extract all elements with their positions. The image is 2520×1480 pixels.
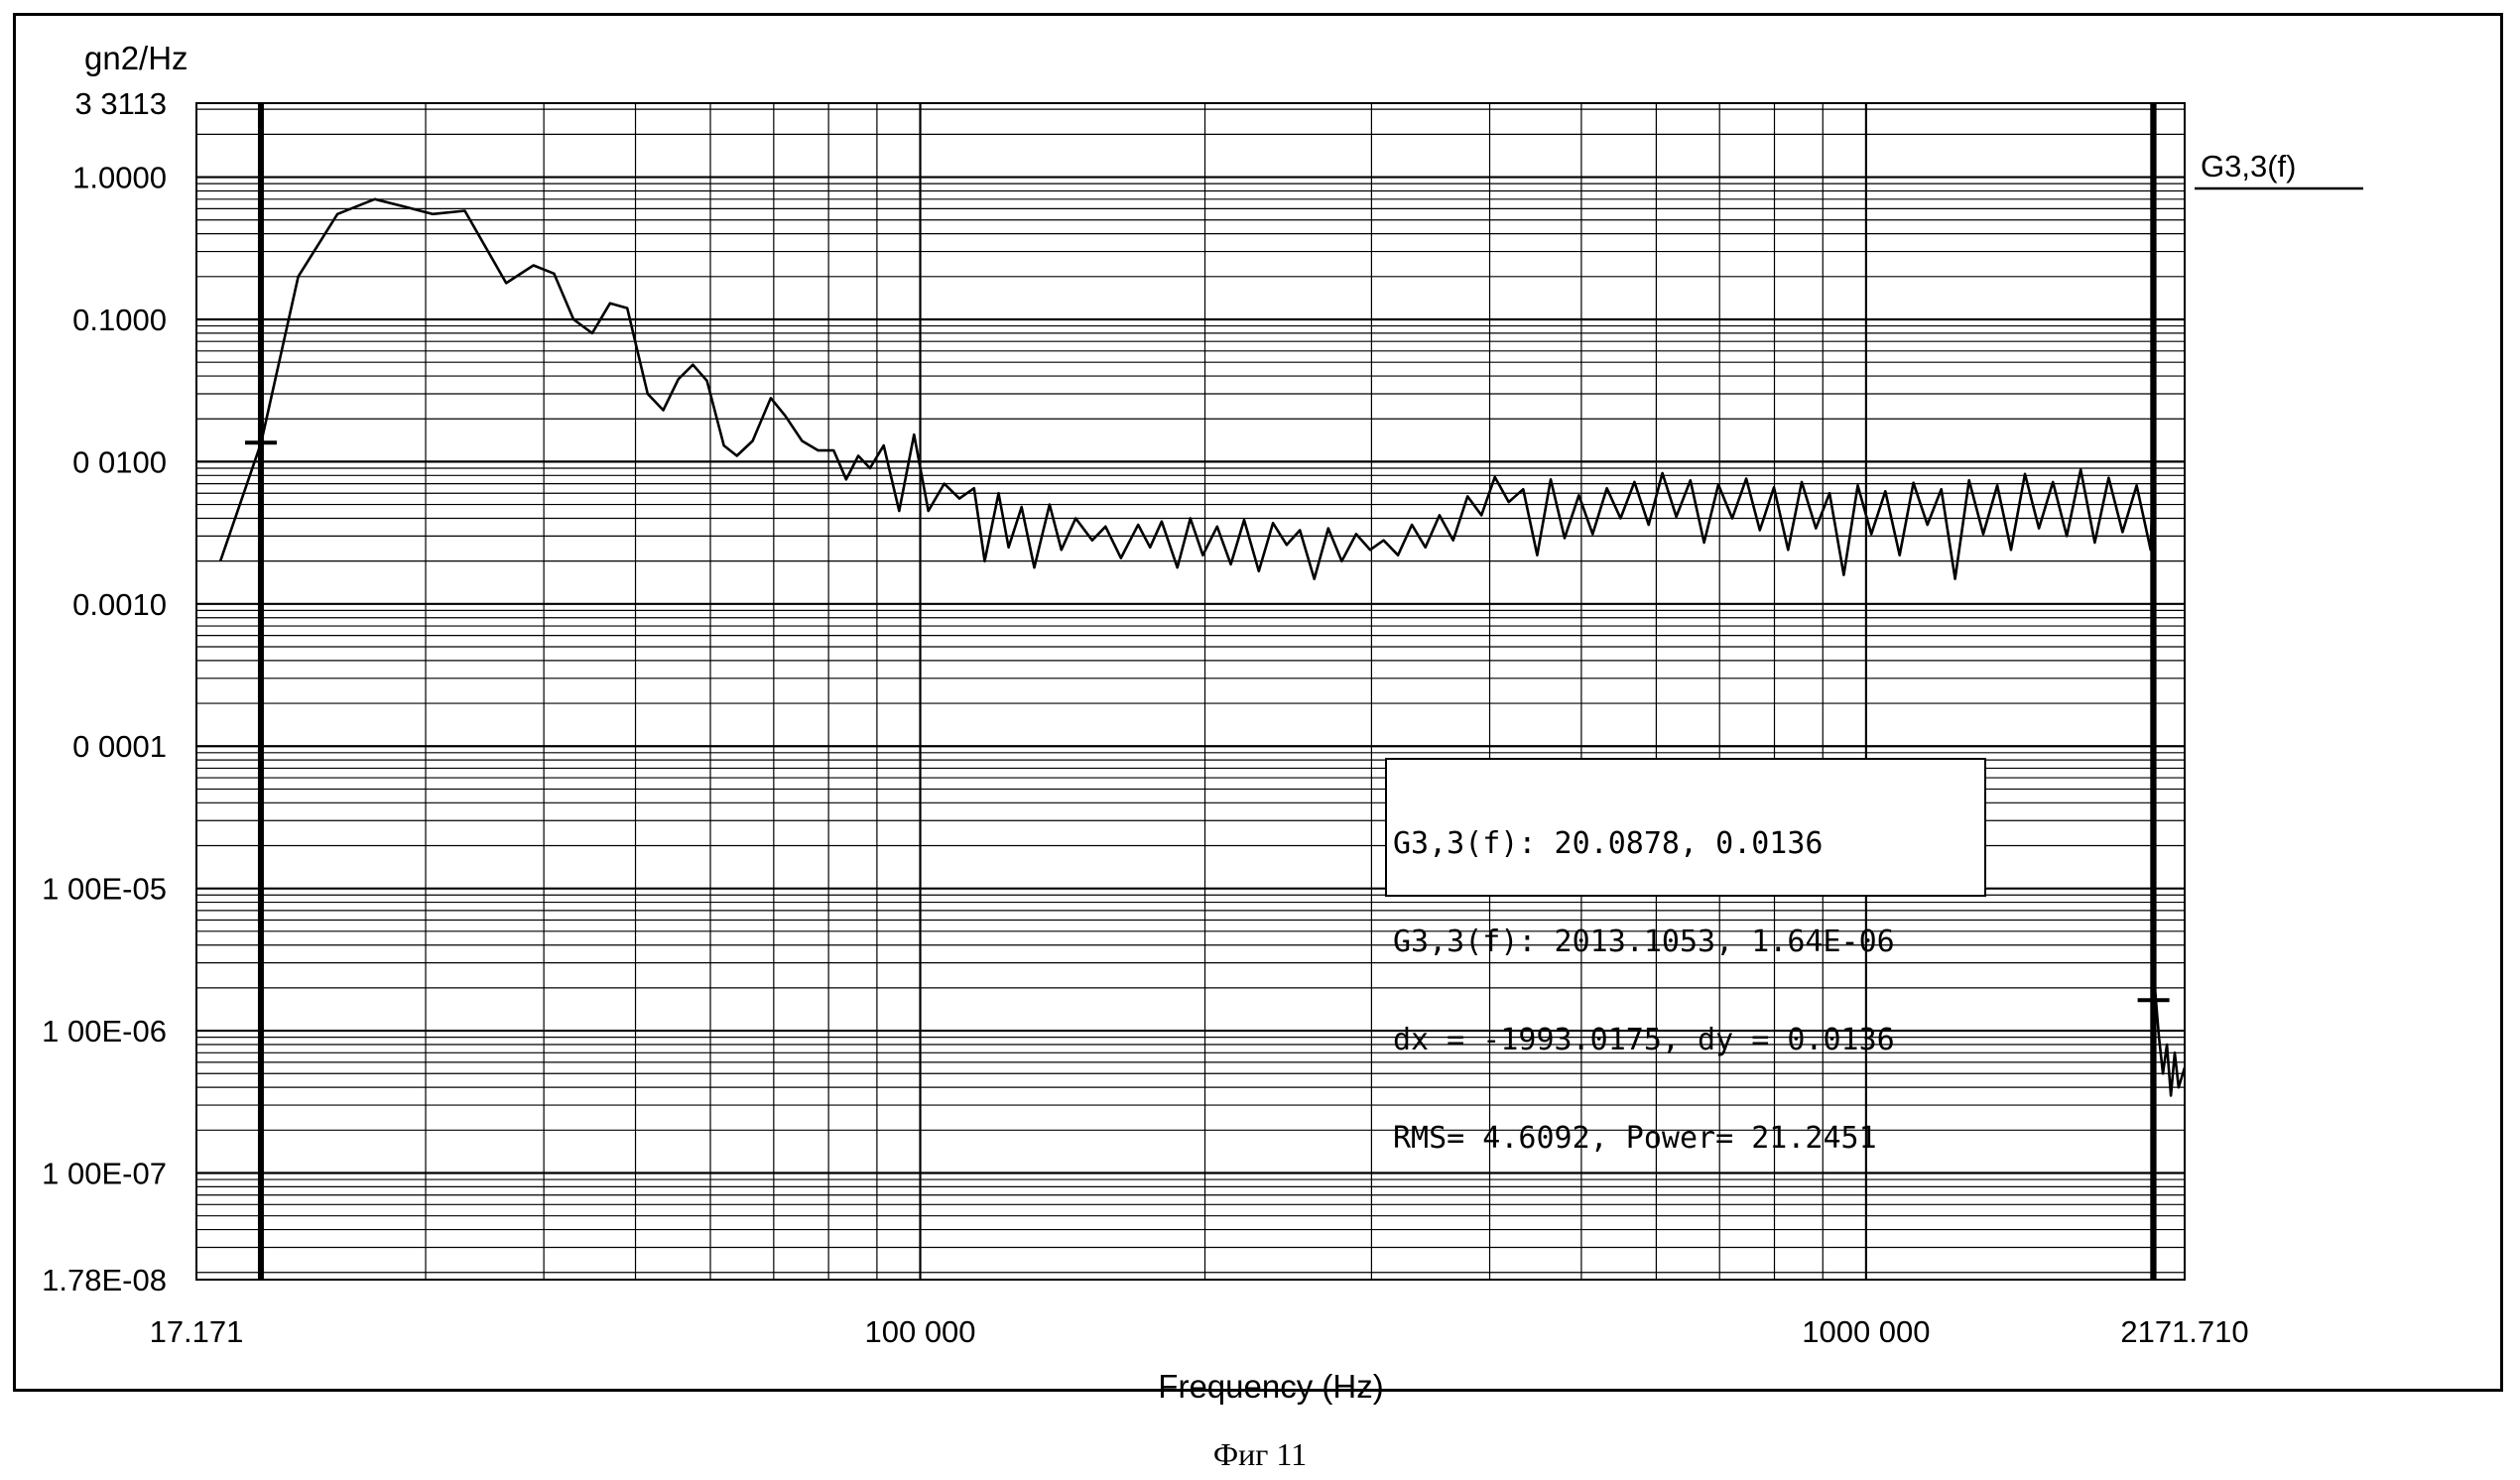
readout-line-2: G3,3(f): 2013.1053, 1.64E-06 [1393, 925, 1978, 958]
y-axis-label: gn2/Hz [84, 40, 189, 76]
readout-line-4: RMS= 4.6092, Power= 21.2451 [1393, 1122, 1978, 1155]
figure-caption: Фиг 11 [0, 1436, 2520, 1473]
x-tick-label: 2171.710 [2120, 1314, 2248, 1349]
y-tick-label: 3 3113 [74, 86, 167, 121]
readout-line-1: G3,3(f): 20.0878, 0.0136 [1393, 827, 1978, 860]
x-axis-label: Frequency (Hz) [1158, 1368, 1383, 1405]
y-tick-label: 1 00E-07 [42, 1156, 167, 1190]
readout-line-3: dx = -1993.0175, dy = 0.0136 [1393, 1024, 1978, 1056]
y-axis-ticks: 3 3113 1.0000 0.1000 0 0100 0.0010 0 0001 1 00… [42, 86, 167, 1297]
y-tick-label: 1.78E-08 [42, 1263, 167, 1297]
legend-entry-g33: G3,3(f) [2201, 149, 2296, 184]
y-tick-label: 0 0100 [72, 444, 167, 479]
x-tick-label: 100 000 [864, 1314, 975, 1349]
y-tick-label: 0.1000 [72, 303, 167, 337]
y-tick-label: 1.0000 [72, 161, 167, 195]
x-axis-ticks: 17.171 100 000 1000 000 2171.710 [150, 1314, 2249, 1349]
cursor-readout-box: G3,3(f): 20.0878, 0.0136 G3,3(f): 2013.1… [1385, 758, 1986, 897]
y-tick-label: 0.0010 [72, 587, 167, 622]
y-tick-label: 0 0001 [72, 729, 167, 764]
x-tick-label: 1000 000 [1802, 1314, 1930, 1349]
y-tick-label: 1 00E-06 [42, 1014, 167, 1048]
x-tick-label: 17.171 [150, 1314, 244, 1349]
y-tick-label: 1 00E-05 [42, 872, 167, 907]
